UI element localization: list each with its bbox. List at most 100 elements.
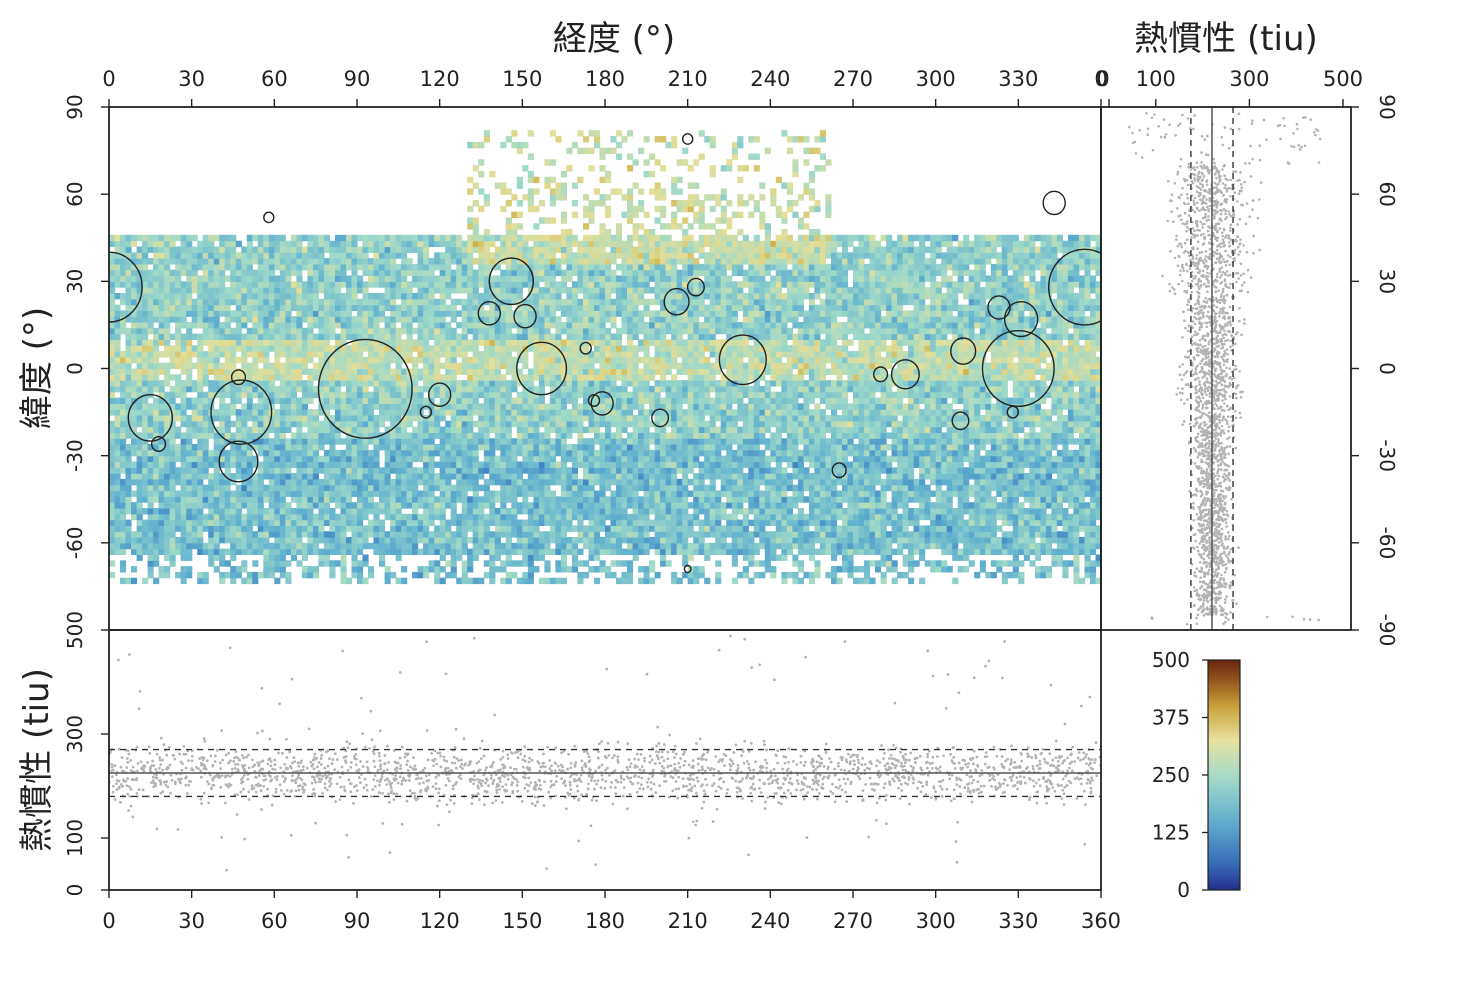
map-cell [290,287,297,294]
map-cell [246,577,253,585]
map-cell [158,548,165,555]
map-cell [439,304,446,311]
map-cell [467,473,474,480]
map-cell [522,333,529,340]
map-cell [312,368,319,375]
map-cell [208,246,215,253]
map-cell [538,473,545,480]
map-cell [494,374,501,381]
map-cell [318,240,325,248]
map-cell [594,426,601,433]
map-cell [423,438,430,445]
map-cell [434,496,441,503]
map-cell [489,252,496,259]
map-cell [571,182,578,189]
map-cell [577,310,584,317]
map-cell [588,339,595,346]
map-cell [505,391,512,399]
map-cell [362,263,369,271]
map-cell [109,560,116,567]
map-cell [505,467,512,474]
map-cell [323,548,330,555]
map-cell [423,380,430,387]
map-cell [241,560,248,567]
map-cell [472,554,479,561]
map-cell [516,374,523,381]
map-cell [566,263,573,271]
map-cell [461,496,468,503]
map-cell [329,368,336,375]
map-cell [588,478,595,486]
map-cell [246,403,253,410]
map-cell [153,484,160,492]
map-cell [423,339,430,346]
map-cell [439,444,446,451]
map-cell [500,188,507,195]
map-cell [329,362,336,370]
map-cell [527,415,534,422]
map-cell [257,252,264,259]
map-cell [346,426,353,433]
map-cell [445,258,452,265]
map-cell [401,496,408,503]
map-cell [285,310,292,317]
map-cell [252,548,259,555]
map-cell [114,467,121,474]
map-cell [549,263,556,271]
map-cell [120,234,127,242]
map-cell [346,548,353,555]
map-cell [588,147,595,155]
map-cell [263,327,270,335]
map-cell [594,281,601,288]
map-cell [549,322,556,329]
map-cell [379,391,386,399]
map-cell [401,415,408,422]
map-cell [406,385,413,393]
map-cell [241,304,248,311]
map-cell [533,298,540,306]
map-cell [285,316,292,323]
map-cell [125,310,132,317]
map-cell [296,537,303,544]
map-cell [312,263,319,271]
map-cell [335,269,342,277]
map-cell [527,467,534,474]
map-cell [120,281,127,288]
map-cell [246,490,253,497]
map-cell [197,513,204,521]
map-cell [599,415,606,422]
map-cell [527,548,534,555]
map-cell [384,333,391,340]
map-cell [527,438,534,445]
map-cell [379,333,386,340]
map-cell [335,420,342,428]
map-cell [522,194,529,201]
map-cell [423,519,430,526]
map-cell [560,188,567,195]
map-cell [456,420,463,428]
map-cell [450,252,457,259]
map-cell [318,420,325,428]
map-cell [489,304,496,311]
map-cell [290,484,297,492]
map-cell [186,287,193,294]
map-cell [235,566,242,573]
map-cell [142,432,149,439]
map-cell [560,502,567,509]
map-cell [500,426,507,433]
map-cell [555,397,562,404]
map-cell [235,310,242,317]
map-cell [252,339,259,346]
map-cell [153,281,160,288]
map-cell [180,502,187,509]
map-cell [147,351,154,358]
map-cell [594,141,601,149]
map-cell [538,449,545,457]
map-cell [511,531,518,538]
map-cell [467,293,474,300]
map-cell [511,542,518,550]
map-cell [213,478,220,486]
map-cell [401,467,408,474]
map-cell [594,258,601,265]
